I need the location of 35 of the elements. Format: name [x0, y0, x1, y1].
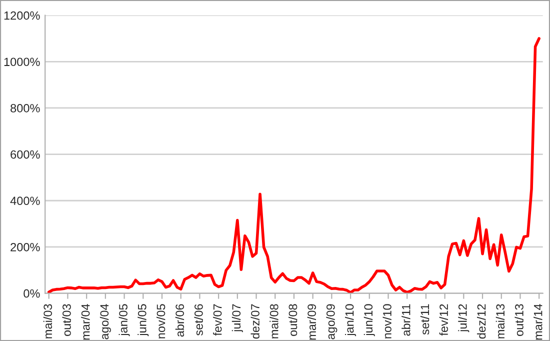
x-tick-label: set/06 [194, 304, 203, 336]
x-tick-label: nov/05 [156, 304, 166, 338]
x-tick-label: jun/05 [138, 304, 149, 336]
x-tick-label: out/03 [62, 304, 71, 336]
x-tick-label: jul/07 [232, 304, 243, 332]
y-tick-label: 400% [10, 196, 40, 206]
x-tick-label: jul/12 [458, 304, 470, 332]
x-tick-label: jan/10 [345, 304, 356, 336]
line-series [47, 37, 540, 294]
x-tick-label: mar/04 [81, 304, 90, 340]
x-tick-label: ago/04 [100, 304, 111, 340]
x-tick-label: fev/12 [439, 304, 448, 336]
x-tick-label: abr/06 [175, 304, 184, 337]
x-tick-label: nov/10 [382, 304, 392, 338]
x-tick-label: set/11 [420, 304, 430, 335]
y-tick-label: 800% [10, 104, 40, 112]
x-tick-label: out/08 [288, 304, 298, 336]
x-tick-label: mar/09 [307, 304, 316, 340]
y-tick-label: 1200% [4, 11, 40, 20]
x-tick-label: ago/09 [326, 304, 338, 340]
y-tick-label: 600% [10, 150, 40, 159]
x-tick-label: mai/13 [496, 304, 505, 338]
x-tick-label: mai/08 [270, 304, 278, 338]
y-tick-label: 200% [10, 242, 40, 252]
x-tick-label: dez/12 [477, 304, 486, 339]
y-tick-label: 0% [24, 289, 40, 298]
x-tick-label: mai/03 [43, 304, 52, 338]
x-tick-label: jan/05 [118, 304, 130, 336]
x-tick-label: jun/10 [364, 304, 375, 336]
x-tick-label: abr/11 [402, 304, 410, 336]
y-tick-label: 1000% [4, 58, 40, 66]
x-tick-label: dez/07 [250, 304, 260, 339]
x-tick-label: out/13 [514, 304, 524, 336]
x-tick-label: mar/14 [534, 304, 542, 340]
x-tick-label: fev/07 [213, 304, 222, 336]
